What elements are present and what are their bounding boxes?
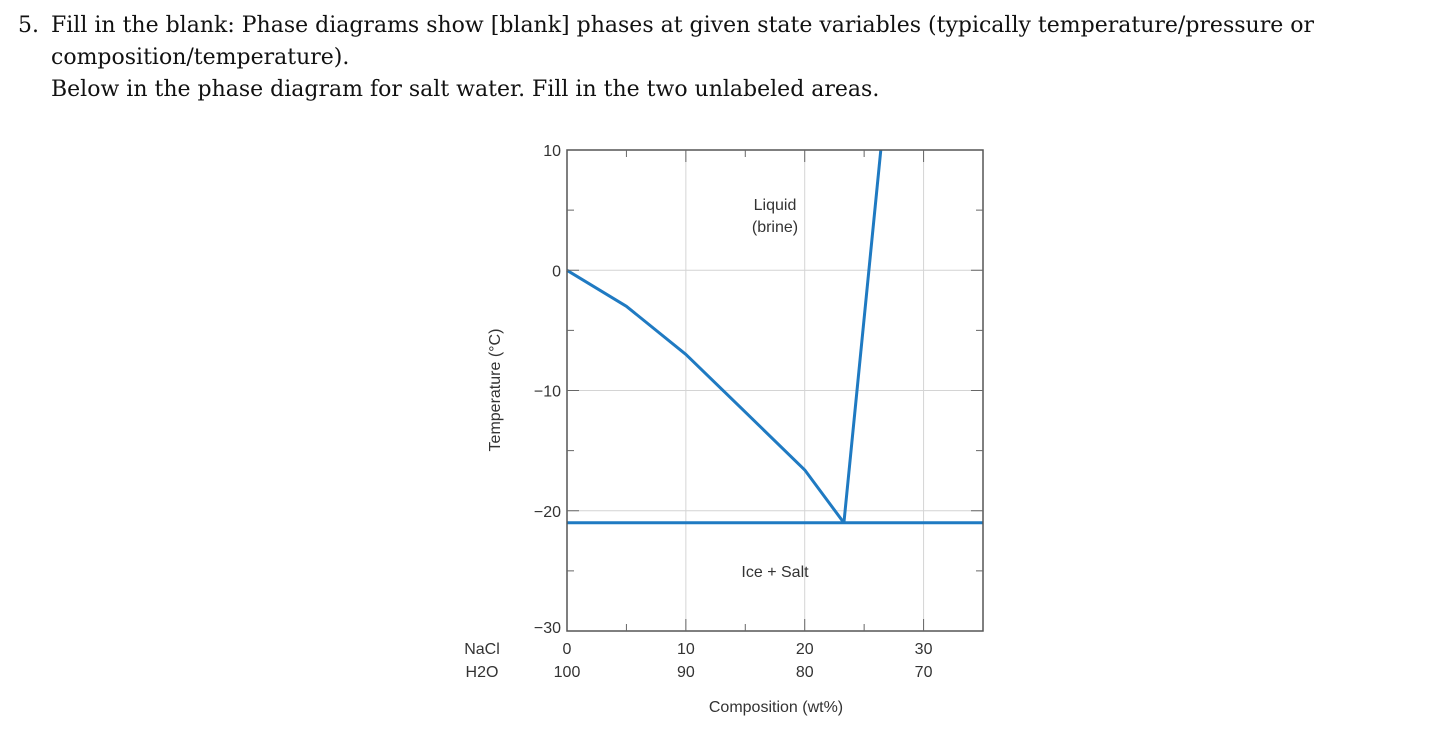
region-label: Ice + Salt — [741, 564, 809, 581]
phase-boundary-line-2 — [842, 149, 883, 523]
x-tick-label-h2o: 90 — [677, 664, 695, 681]
x-tick-label-h2o: 70 — [915, 664, 933, 681]
question-line-2: composition/temperature). — [51, 45, 350, 70]
region-label-line1: Liquid — [754, 197, 797, 214]
x-tick-label-h2o: 100 — [554, 664, 581, 681]
y-tick-label: −20 — [534, 504, 561, 521]
y-tick-label: −30 — [534, 620, 561, 637]
x-tick-label-nacl: 20 — [796, 641, 814, 658]
x-tick-label-h2o: 80 — [796, 664, 814, 681]
question-line-1: 5. Fill in the blank: Phase diagrams show… — [18, 10, 1438, 42]
y-tick-label: −10 — [534, 384, 561, 401]
y-axis-title: Temperature (°C) — [487, 329, 504, 452]
y-tick-label: 0 — [552, 263, 561, 280]
x-tick-label-nacl: 10 — [677, 641, 695, 658]
phase-boundary-line-1 — [566, 269, 846, 524]
x-tick-label-nacl: 0 — [563, 641, 572, 658]
region-label-line2: (brine) — [752, 219, 798, 236]
grid-layer — [567, 150, 983, 631]
h2o-row-label: H2O — [466, 664, 499, 681]
nacl-row-label: NaCl — [464, 641, 500, 658]
x-tick-label-nacl: 30 — [915, 641, 933, 658]
question-instruction: Below in the phase diagram for salt wate… — [51, 77, 880, 102]
series-layer — [566, 149, 983, 525]
y-tick-label: 10 — [543, 143, 561, 160]
question-block: 5. Fill in the blank: Phase diagrams show… — [18, 10, 1438, 106]
x-axis-title: Composition (wt%) — [709, 699, 843, 716]
tick-layer — [567, 150, 983, 631]
question-prompt: Fill in the blank: Phase diagrams show [… — [51, 13, 1314, 38]
question-number: 5. — [18, 13, 39, 38]
